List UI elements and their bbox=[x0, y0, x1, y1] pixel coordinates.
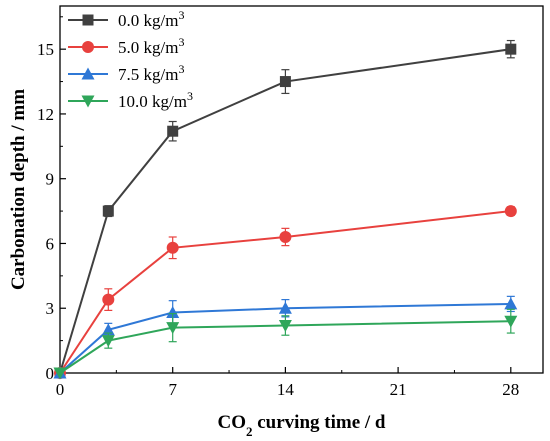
y-tick-label: 12 bbox=[37, 105, 54, 124]
data-point bbox=[504, 315, 518, 328]
x-tick-label: 14 bbox=[277, 380, 295, 399]
data-point bbox=[101, 335, 115, 348]
data-point bbox=[166, 306, 180, 319]
data-point bbox=[278, 301, 292, 314]
data-point bbox=[504, 205, 517, 218]
legend-marker bbox=[82, 14, 94, 26]
plot-frame bbox=[59, 5, 544, 374]
x-tick-label: 7 bbox=[168, 380, 177, 399]
legend-label-base: 7.5 kg/m bbox=[118, 65, 178, 84]
legend-label-base: 5.0 kg/m bbox=[118, 38, 178, 57]
x-axis-title: CO2 curving time / d bbox=[218, 412, 386, 439]
y-tick-label: 0 bbox=[46, 364, 55, 383]
legend-entry-0: 0.0 kg/m3 bbox=[68, 8, 184, 30]
x-axis-title-rest: curving time / d bbox=[253, 412, 386, 433]
legend-entry-3: 10.0 kg/m3 bbox=[68, 89, 193, 111]
data-point bbox=[505, 43, 517, 55]
series-3 bbox=[53, 308, 518, 380]
legend-marker bbox=[81, 95, 95, 108]
axis-ticks: 0 7 14 21 28 0 3 6 9 12 15 bbox=[37, 16, 519, 399]
data-point bbox=[101, 323, 115, 336]
data-point bbox=[279, 230, 292, 243]
x-axis-title-sub: 2 bbox=[246, 424, 253, 439]
y-axis-title: Carbonation depth / mm bbox=[8, 89, 29, 290]
legend-label-sup: 3 bbox=[178, 8, 184, 22]
data-point bbox=[167, 125, 179, 137]
legend-label-base: 0.0 kg/m bbox=[118, 11, 178, 30]
x-tick-label: 21 bbox=[390, 380, 407, 399]
y-tick-label: 9 bbox=[46, 170, 55, 189]
x-axis-title-main: CO bbox=[218, 412, 247, 433]
series-1 bbox=[54, 205, 517, 379]
y-tick-label: 3 bbox=[46, 299, 55, 318]
legend-label: 7.5 kg/m3 bbox=[118, 62, 184, 84]
legend-label-sup: 3 bbox=[178, 62, 184, 76]
y-tick-label: 15 bbox=[37, 40, 54, 59]
legend-marker bbox=[82, 41, 94, 53]
data-point bbox=[102, 293, 115, 306]
legend-label: 0.0 kg/m3 bbox=[118, 8, 184, 30]
legend-entry-2: 7.5 kg/m3 bbox=[68, 62, 184, 84]
legend-label-sup: 3 bbox=[187, 89, 193, 103]
y-tick-label: 6 bbox=[46, 234, 55, 253]
legend-label: 10.0 kg/m3 bbox=[118, 89, 193, 111]
data-point bbox=[53, 367, 67, 380]
legend-entry-1: 5.0 kg/m3 bbox=[68, 35, 184, 57]
data-point bbox=[279, 76, 291, 88]
x-tick-label: 28 bbox=[502, 380, 519, 399]
data-point bbox=[166, 322, 180, 335]
data-point bbox=[166, 241, 179, 254]
data-point bbox=[278, 320, 292, 333]
legend-marker bbox=[81, 67, 95, 80]
series-layer bbox=[53, 39, 518, 380]
data-point bbox=[504, 297, 518, 310]
legend-label: 5.0 kg/m3 bbox=[118, 35, 184, 57]
data-point bbox=[102, 205, 114, 217]
x-tick-label: 0 bbox=[56, 380, 65, 399]
legend-label-base: 10.0 kg/m bbox=[118, 92, 187, 111]
legend-label-sup: 3 bbox=[178, 35, 184, 49]
